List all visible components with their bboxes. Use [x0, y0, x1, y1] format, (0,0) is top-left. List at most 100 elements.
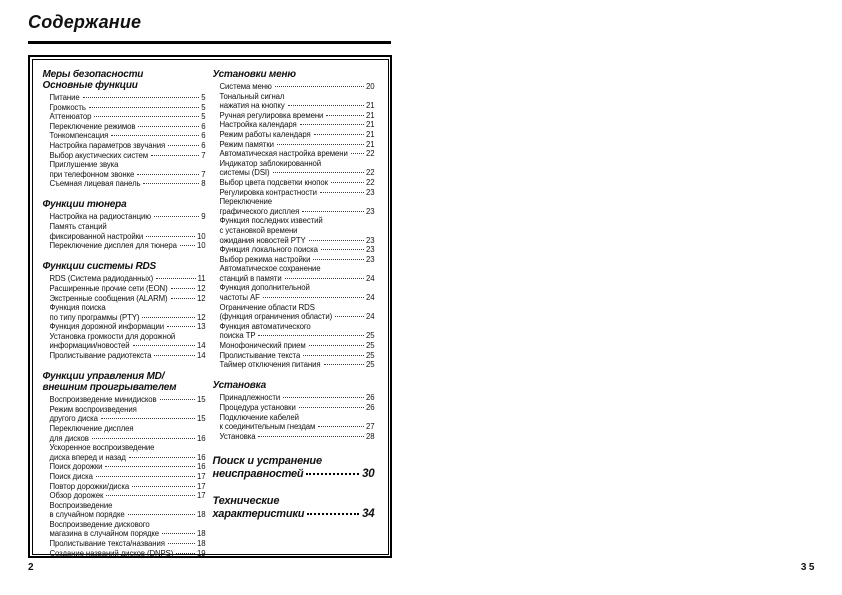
dot-leader — [276, 143, 365, 145]
entry-text: Поиск диска — [49, 471, 94, 481]
dot-leader — [274, 86, 365, 87]
section-heading-line: внешним проигрывателем — [42, 381, 177, 393]
entry-row: (функция ограничения области) 24 — [220, 312, 375, 322]
dot-leader — [95, 475, 196, 477]
page-ref: 6 — [201, 140, 206, 150]
entry-row: Процедура установки 26 — [220, 403, 375, 413]
page-ref: 25 — [366, 360, 375, 370]
dot-leader — [176, 552, 196, 554]
entry-text: Пролистывание текста/названия — [49, 539, 165, 549]
page-ref: 21 — [366, 129, 375, 139]
entry-row: Настройка на радиостанцию 9 — [50, 212, 206, 222]
page-ref: 28 — [366, 431, 375, 441]
page-ref: 18 — [197, 510, 206, 520]
entry-text: графического дисплея — [219, 206, 300, 216]
toc-entry: Экстренные сообщения (ALARM) 12 — [43, 294, 206, 304]
toc-section: Функции управления MD/внешним проигрыват… — [43, 371, 206, 559]
entry-text: Функция дополнительной — [219, 283, 310, 293]
dot-leader — [326, 114, 365, 116]
page-ref: 14 — [197, 341, 206, 351]
toc-entry: Поиск диска 17 — [43, 472, 206, 482]
entry-row: Таймер отключения питания 25 — [220, 360, 375, 370]
page-ref: 34 — [362, 508, 375, 521]
entry-text: Воспроизведение — [49, 500, 113, 510]
dot-leader — [323, 364, 365, 366]
toc-entry: Режим воспроизведения другого диска 15 — [43, 405, 206, 424]
toc-entry: Функция локального поиска 23 — [213, 245, 375, 255]
page-ref: 13 — [197, 322, 206, 332]
toc-entry: Тонкомпенсация 6 — [43, 131, 206, 141]
page-ref: 12 — [197, 293, 206, 303]
page-ref: 26 — [366, 402, 375, 412]
entry-text: Процедура установки — [219, 402, 296, 412]
page-ref: 21 — [366, 101, 375, 111]
entry-text: Пролистывание текста — [219, 350, 301, 360]
dot-leader — [146, 235, 196, 237]
toc-entry: Функция последних известий с установкой в… — [213, 216, 375, 245]
entry-row: Монофонический прием 25 — [220, 341, 375, 351]
entry-text: Выбор режима настройки — [219, 254, 311, 264]
entry-text: Функция поиска — [49, 303, 106, 313]
section-heading: Функции тюнера — [43, 199, 206, 210]
page-ref: 22 — [366, 177, 375, 187]
toc-entry: Монофонический прием 25 — [213, 341, 375, 351]
entry-row: поиска TP 25 — [220, 331, 375, 341]
dot-leader — [100, 418, 196, 420]
entry-text: Воспроизведение дискового — [49, 519, 150, 529]
dot-leader — [298, 406, 365, 408]
toc-entry: Ручная регулировка времени 21 — [213, 111, 375, 121]
entry-text: фиксированной настройки — [49, 231, 144, 241]
toc-entry: Переключение режимов 6 — [43, 122, 206, 132]
entry-text: Монофонический прием — [219, 341, 306, 351]
entry-row: Установка 28 — [220, 432, 375, 442]
section-heading: Технические характеристики 34 — [213, 495, 375, 521]
page-ref: 5 — [201, 93, 206, 102]
dot-leader — [105, 466, 196, 468]
toc-entry: Переключение дисплея для тюнера 10 — [43, 241, 206, 251]
toc-entry: Расширенные прочие сети (EON) 12 — [43, 284, 206, 294]
dot-leader — [303, 354, 365, 356]
entry-text: Принадлежности — [219, 393, 281, 403]
entry-row: графического дисплея 23 — [220, 207, 375, 217]
toc-entry: Функция дополнительной частоты AF 24 — [213, 283, 375, 302]
dot-leader — [319, 191, 365, 193]
toc-entry: Индикатор заблокированной системы (DSI) 22 — [213, 159, 375, 178]
page-ref: 17 — [197, 491, 206, 501]
entry-row: Автоматическая настройка времени 22 — [220, 149, 375, 159]
entry-text: Настройка на радиостанцию — [49, 212, 152, 222]
entry-text: Выбор цвета подсветки кнопок — [219, 177, 328, 187]
dot-leader — [308, 345, 365, 347]
entry-text: поиска TP — [219, 331, 256, 341]
toc-inner-border: Меры безопасности Основные функции Питание… — [31, 58, 389, 558]
entry-text: магазина в случайном порядке — [49, 529, 160, 539]
toc-entry: Ускоренное воспроизведение диска вперед и… — [43, 443, 206, 462]
toc-entry: Система меню 20 — [213, 82, 375, 92]
toc-entry: Приглушение звука при телефонном звонке 7 — [43, 160, 206, 179]
entry-text: Пролистывание радиотекста — [49, 351, 152, 361]
dot-leader — [142, 316, 196, 318]
toc-column-right: Установки меню Система меню 20 Тональный си… — [213, 69, 375, 522]
dot-leader — [313, 133, 365, 135]
page-ref: 22 — [366, 168, 375, 178]
entry-text: ожидания новостей PTY — [219, 235, 306, 245]
page-ref: 24 — [366, 293, 375, 303]
toc-entry: Режим памятки 21 — [213, 140, 375, 150]
page-ref: 6 — [201, 131, 206, 141]
entry-row: Выбор режима настройки 23 — [220, 255, 375, 265]
section-heading-line: Установка — [212, 379, 267, 391]
toc-entry: Повтор дорожки/диска 17 — [43, 482, 206, 492]
entry-row: Поиск диска 17 — [50, 472, 206, 482]
page-title: Содержание — [28, 12, 142, 32]
dot-leader — [318, 426, 365, 428]
entry-row: к соединительным гнездам 27 — [220, 422, 375, 432]
entry-text: Режим памятки — [219, 139, 274, 149]
entry-row: в случайном порядке 18 — [50, 510, 206, 520]
entry-text: Функция последних известий — [219, 216, 323, 226]
dot-leader — [156, 278, 196, 280]
dot-leader — [272, 172, 365, 174]
dot-leader — [151, 154, 200, 156]
entry-text: Повтор дорожки/диска — [49, 481, 130, 491]
toc-entry: Воспроизведение в случайном порядке 18 — [43, 501, 206, 520]
page-ref: 18 — [197, 529, 206, 539]
entry-row: Воспроизведение минидисков 15 — [50, 395, 206, 405]
